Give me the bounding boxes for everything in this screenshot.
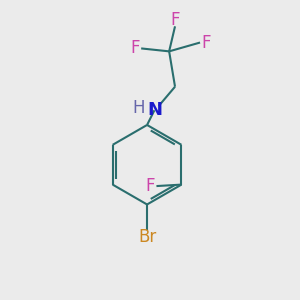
Text: N: N — [147, 101, 162, 119]
Text: F: F — [202, 34, 211, 52]
Text: F: F — [130, 39, 140, 57]
Text: H: H — [132, 99, 145, 117]
Text: F: F — [170, 11, 180, 29]
Text: F: F — [145, 177, 155, 195]
Text: Br: Br — [138, 228, 156, 246]
